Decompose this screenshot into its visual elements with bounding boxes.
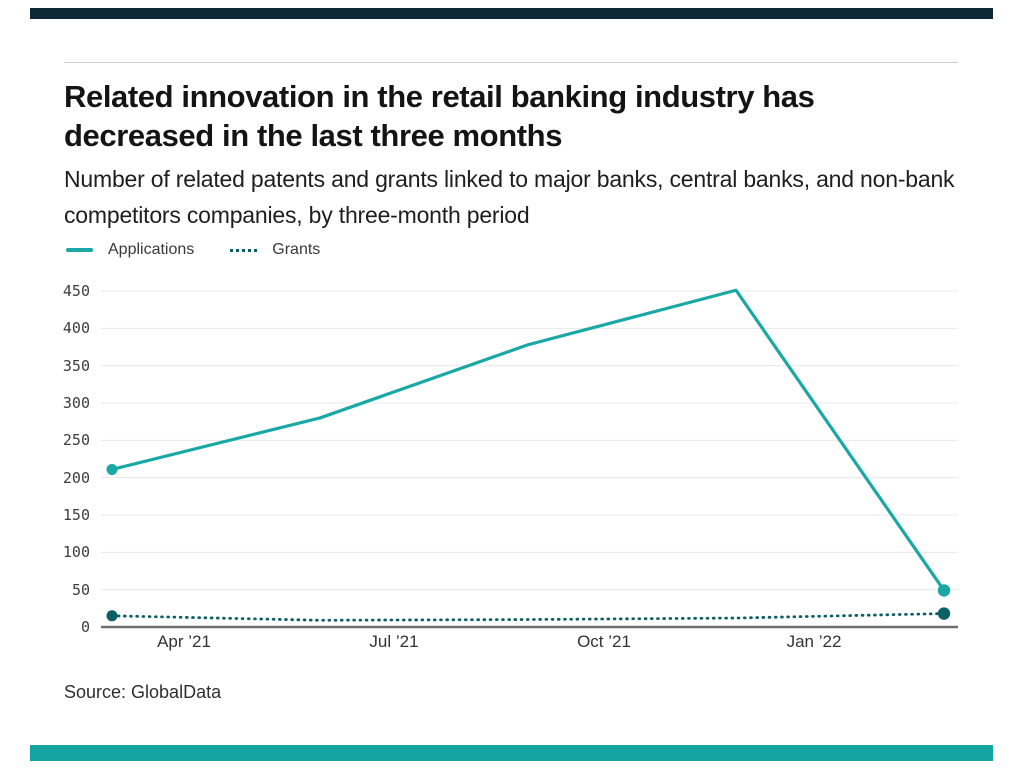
y-tick-label: 350 <box>62 356 90 375</box>
x-tick-label: Apr ’21 <box>157 632 211 651</box>
legend-swatch-solid-icon <box>66 248 93 252</box>
legend-label: Applications <box>108 241 195 258</box>
grants-endpoint-dot <box>106 610 118 622</box>
applications-line <box>111 288 946 592</box>
chart-subtitle: Number of related patents and grants lin… <box>64 166 955 228</box>
y-tick-label: 250 <box>62 431 90 450</box>
x-tick-label: Oct ’21 <box>577 632 631 651</box>
x-tick-label: Jan ’22 <box>786 632 842 651</box>
y-tick-label: 400 <box>62 319 90 338</box>
y-tick-label: 300 <box>62 394 90 412</box>
y-tick-label: 100 <box>62 543 90 562</box>
chart-title: Related innovation in the retail banking… <box>64 79 815 153</box>
chart-legend: Applications Grants <box>66 241 320 259</box>
applications-endpoint-dot <box>106 463 118 475</box>
x-tick-label: Jul ’21 <box>369 632 419 651</box>
legend-item-applications: Applications <box>66 241 194 259</box>
legend-label: Grants <box>272 241 321 258</box>
top-accent-bar <box>30 8 993 19</box>
y-tick-label: 200 <box>62 468 90 487</box>
legend-item-grants: Grants <box>230 241 320 259</box>
source-note: Source: GlobalData <box>64 682 222 702</box>
y-tick-label: 0 <box>80 618 90 636</box>
y-tick-label: 50 <box>71 580 90 599</box>
y-tick-label: 450 <box>62 282 90 300</box>
applications-endpoint-dot <box>937 584 951 597</box>
grants-endpoint-dot <box>937 607 951 620</box>
legend-swatch-dotted-icon <box>230 248 258 252</box>
grants-line <box>110 612 946 622</box>
bottom-accent-bar <box>30 745 993 761</box>
y-tick-label: 150 <box>62 506 90 524</box>
header-divider <box>64 62 958 63</box>
